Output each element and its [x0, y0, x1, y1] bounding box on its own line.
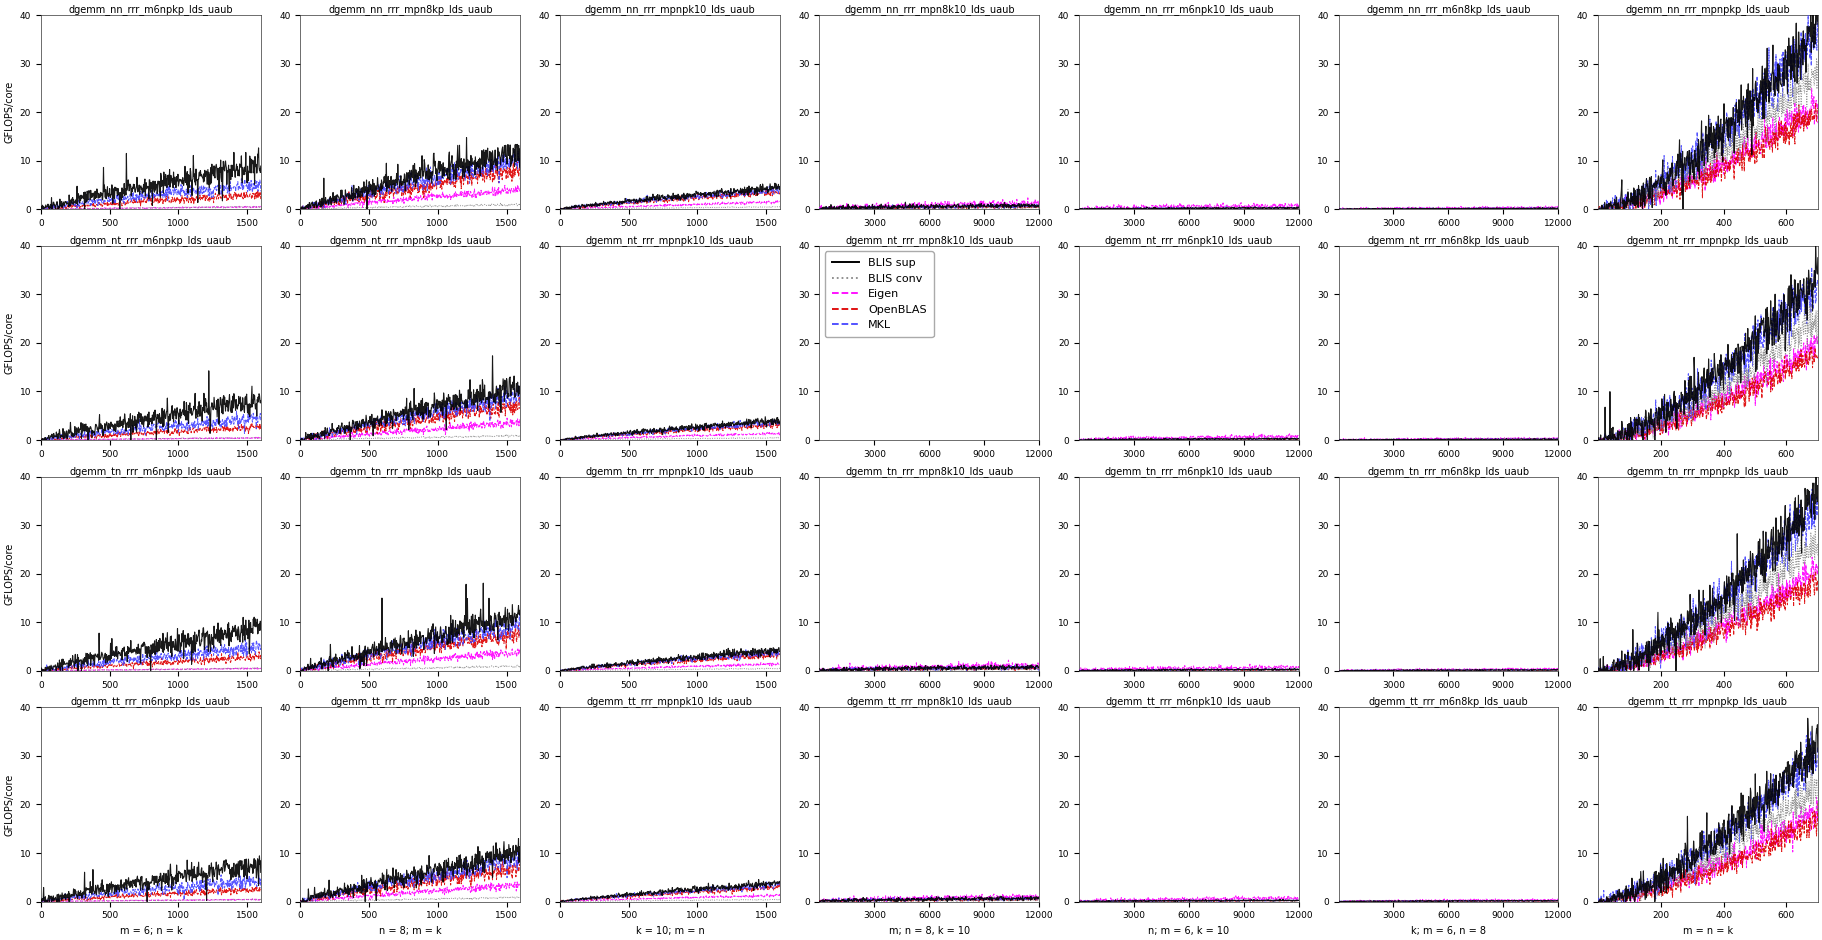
Title: dgemm_nt_rrr_m6n8kp_lds_uaub: dgemm_nt_rrr_m6n8kp_lds_uaub — [1366, 235, 1529, 246]
Y-axis label: GFLOPS/core: GFLOPS/core — [4, 81, 15, 143]
Title: dgemm_nn_rrr_mpn8kp_lds_uaub: dgemm_nn_rrr_mpn8kp_lds_uaub — [328, 4, 492, 15]
Title: dgemm_nt_rrr_mpnpkp_lds_uaub: dgemm_nt_rrr_mpnpkp_lds_uaub — [1627, 235, 1789, 246]
Title: dgemm_tn_rrr_mpn8kp_lds_uaub: dgemm_tn_rrr_mpn8kp_lds_uaub — [330, 465, 492, 477]
Title: dgemm_nt_rrr_mpnpk10_lds_uaub: dgemm_nt_rrr_mpnpk10_lds_uaub — [585, 235, 754, 246]
Title: dgemm_nt_rrr_mpn8k10_lds_uaub: dgemm_nt_rrr_mpn8k10_lds_uaub — [845, 235, 1013, 246]
Legend: BLIS sup, BLIS conv, Eigen, OpenBLAS, MKL: BLIS sup, BLIS conv, Eigen, OpenBLAS, MK… — [825, 251, 933, 337]
Title: dgemm_tt_rrr_mpn8kp_lds_uaub: dgemm_tt_rrr_mpn8kp_lds_uaub — [330, 697, 490, 708]
Title: dgemm_tt_rrr_m6n8kp_lds_uaub: dgemm_tt_rrr_m6n8kp_lds_uaub — [1368, 697, 1529, 708]
Title: dgemm_nn_rrr_m6npkp_lds_uaub: dgemm_nn_rrr_m6npkp_lds_uaub — [69, 4, 233, 15]
Y-axis label: GFLOPS/core: GFLOPS/core — [4, 312, 15, 374]
X-axis label: k; m = 6, n = 8: k; m = 6, n = 8 — [1410, 926, 1487, 936]
Y-axis label: GFLOPS/core: GFLOPS/core — [4, 542, 15, 604]
Title: dgemm_tn_rrr_mpnpkp_lds_uaub: dgemm_tn_rrr_mpnpkp_lds_uaub — [1627, 465, 1789, 477]
Title: dgemm_tn_rrr_mpn8k10_lds_uaub: dgemm_tn_rrr_mpn8k10_lds_uaub — [845, 465, 1013, 477]
Title: dgemm_tn_rrr_m6npkp_lds_uaub: dgemm_tn_rrr_m6npkp_lds_uaub — [69, 465, 231, 477]
Title: dgemm_nn_rrr_mpnpkp_lds_uaub: dgemm_nn_rrr_mpnpkp_lds_uaub — [1625, 4, 1791, 15]
X-axis label: m; n = 8, k = 10: m; n = 8, k = 10 — [889, 926, 969, 936]
X-axis label: n; m = 6, k = 10: n; m = 6, k = 10 — [1148, 926, 1230, 936]
X-axis label: n = 8; m = k: n = 8; m = k — [379, 926, 441, 936]
X-axis label: m = 6; n = k: m = 6; n = k — [120, 926, 182, 936]
Title: dgemm_tt_rrr_mpnpkp_lds_uaub: dgemm_tt_rrr_mpnpkp_lds_uaub — [1627, 697, 1787, 708]
Title: dgemm_tt_rrr_mpnpk10_lds_uaub: dgemm_tt_rrr_mpnpk10_lds_uaub — [587, 697, 752, 708]
Title: dgemm_tt_rrr_m6npkp_lds_uaub: dgemm_tt_rrr_m6npkp_lds_uaub — [71, 697, 231, 708]
Title: dgemm_nt_rrr_m6npkp_lds_uaub: dgemm_nt_rrr_m6npkp_lds_uaub — [69, 235, 231, 246]
X-axis label: m = n = k: m = n = k — [1684, 926, 1733, 936]
Title: dgemm_nn_rrr_mpn8k10_lds_uaub: dgemm_nn_rrr_mpn8k10_lds_uaub — [844, 4, 1015, 15]
Title: dgemm_nn_rrr_m6npk10_lds_uaub: dgemm_nn_rrr_m6npk10_lds_uaub — [1104, 4, 1274, 15]
Title: dgemm_tn_rrr_m6npk10_lds_uaub: dgemm_tn_rrr_m6npk10_lds_uaub — [1104, 465, 1274, 477]
Title: dgemm_nt_rrr_mpn8kp_lds_uaub: dgemm_nt_rrr_mpn8kp_lds_uaub — [330, 235, 492, 246]
Title: dgemm_nn_rrr_m6n8kp_lds_uaub: dgemm_nn_rrr_m6n8kp_lds_uaub — [1366, 4, 1530, 15]
Title: dgemm_nn_rrr_mpnpk10_lds_uaub: dgemm_nn_rrr_mpnpk10_lds_uaub — [585, 4, 756, 15]
Y-axis label: GFLOPS/core: GFLOPS/core — [4, 774, 15, 836]
Title: dgemm_nt_rrr_m6npk10_lds_uaub: dgemm_nt_rrr_m6npk10_lds_uaub — [1104, 235, 1274, 246]
Title: dgemm_tt_rrr_mpn8k10_lds_uaub: dgemm_tt_rrr_mpn8k10_lds_uaub — [847, 697, 1013, 708]
Title: dgemm_tn_rrr_mpnpk10_lds_uaub: dgemm_tn_rrr_mpnpk10_lds_uaub — [585, 465, 754, 477]
Title: dgemm_tt_rrr_m6npk10_lds_uaub: dgemm_tt_rrr_m6npk10_lds_uaub — [1106, 697, 1272, 708]
Title: dgemm_tn_rrr_m6n8kp_lds_uaub: dgemm_tn_rrr_m6n8kp_lds_uaub — [1366, 465, 1529, 477]
X-axis label: k = 10; m = n: k = 10; m = n — [636, 926, 705, 936]
